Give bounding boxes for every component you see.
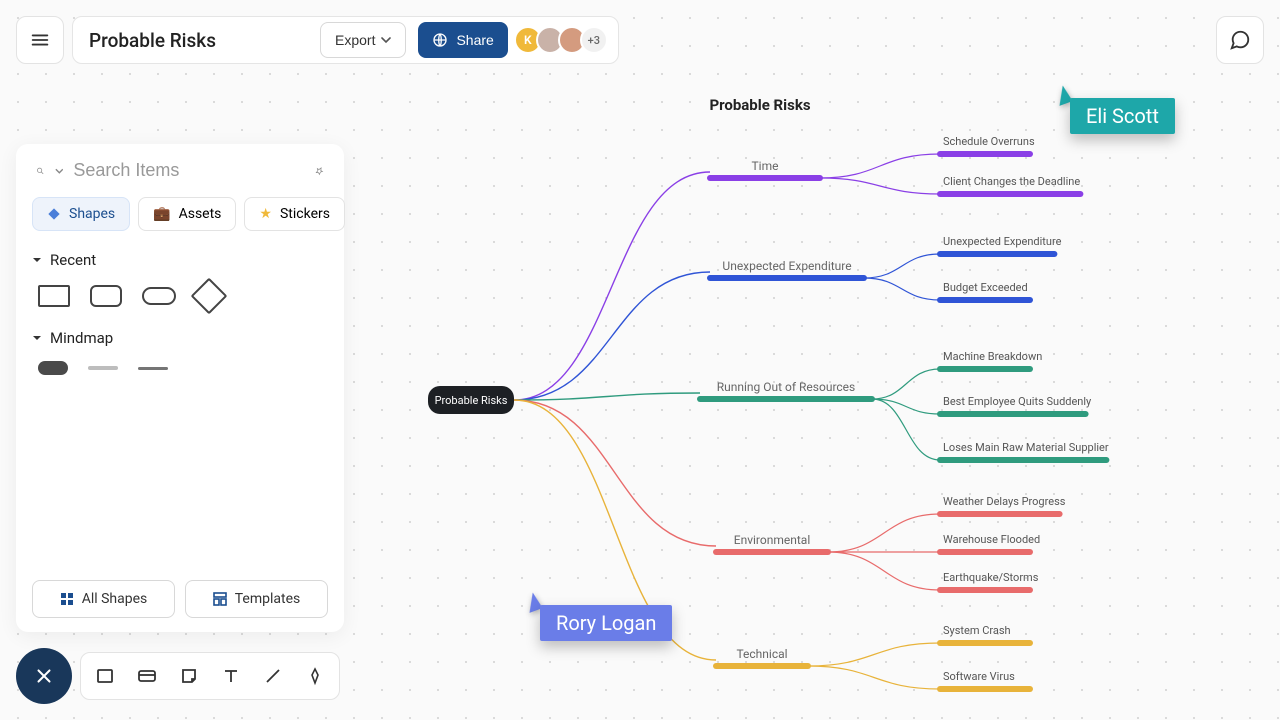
panel-tabs: Shapes 💼 Assets ★ Stickers [32,197,328,231]
share-button[interactable]: Share [418,22,507,58]
recent-shapes [32,283,328,309]
tool-sticky[interactable] [175,662,203,690]
tab-stickers[interactable]: ★ Stickers [244,197,345,231]
collapse-icon [32,255,42,265]
tool-pen[interactable] [301,662,329,690]
search-input[interactable] [73,160,305,181]
document-title[interactable]: Probable Risks [89,29,216,52]
tool-rectangle[interactable] [91,662,119,690]
main-menu-button[interactable] [16,16,64,64]
templates-button[interactable]: Templates [185,580,328,618]
svg-text:Client Changes the Deadline: Client Changes the Deadline [943,175,1080,188]
shape-rectangle[interactable] [38,285,70,307]
diamond-icon [47,207,61,221]
svg-text:Technical: Technical [736,647,787,661]
search-icon [36,162,45,180]
svg-text:Probable Risks: Probable Risks [709,96,810,114]
template-icon [213,592,227,606]
tool-line[interactable] [259,662,287,690]
pin-icon[interactable] [315,162,324,180]
close-panel-button[interactable] [16,648,72,704]
tab-shapes[interactable]: Shapes [32,197,130,231]
avatar-group[interactable]: K +3 [520,26,608,54]
svg-text:Running Out of Resources: Running Out of Resources [717,380,856,394]
section-mindmap[interactable]: Mindmap [32,329,328,347]
svg-text:Earthquake/Storms: Earthquake/Storms [943,571,1039,584]
tool-strip [80,652,340,700]
svg-text:Machine Breakdown: Machine Breakdown [943,350,1042,363]
svg-text:Environmental: Environmental [734,533,810,547]
share-label: Share [456,32,493,48]
chevron-down-icon[interactable] [55,162,64,180]
svg-text:Unexpected Expenditure: Unexpected Expenditure [722,259,851,273]
shape-rounded-rectangle[interactable] [90,285,122,307]
chat-icon [1229,29,1251,51]
svg-text:Budget Exceeded: Budget Exceeded [943,281,1028,294]
export-label: Export [335,32,375,48]
svg-text:Loses Main Raw Material Suppli: Loses Main Raw Material Supplier [943,441,1109,454]
export-button[interactable]: Export [320,22,406,58]
section-recent[interactable]: Recent [32,251,328,269]
svg-text:Software Virus: Software Virus [943,670,1015,683]
title-bar: Probable Risks Export Share K +3 [72,16,619,64]
mindmap-canvas[interactable]: Probable Risks Probable Risks Time Schedule… [360,80,1280,720]
tab-assets[interactable]: 💼 Assets [138,197,236,231]
chevron-down-icon [381,35,391,45]
star-icon: ★ [259,206,272,222]
shape-pill[interactable] [142,287,176,305]
briefcase-icon: 💼 [153,206,170,222]
svg-text:Unexpected Expenditure: Unexpected Expenditure [943,235,1062,248]
presence-badge: Rory Logan [540,605,672,641]
shape-diamond[interactable] [191,278,228,315]
comments-button[interactable] [1216,16,1264,64]
mindmap-line-shape[interactable] [138,367,168,370]
svg-text:Probable Risks: Probable Risks [435,394,508,407]
svg-text:Time: Time [752,159,779,173]
presence-badge: Eli Scott [1070,98,1175,134]
tool-card[interactable] [133,662,161,690]
svg-text:Weather Delays Progress: Weather Delays Progress [943,495,1066,508]
svg-text:Best Employee Quits Suddenly: Best Employee Quits Suddenly [943,395,1092,408]
avatar-more[interactable]: +3 [580,26,608,54]
svg-text:System Crash: System Crash [943,624,1011,637]
all-shapes-button[interactable]: All Shapes [32,580,175,618]
mindmap-branch-shape[interactable] [88,366,118,370]
mindmap-root-shape[interactable] [38,361,68,375]
svg-text:Schedule Overruns: Schedule Overruns [943,135,1035,148]
globe-icon [432,32,448,48]
tool-text[interactable] [217,662,245,690]
grid-icon [60,592,74,606]
svg-text:Warehouse Flooded: Warehouse Flooded [943,533,1040,546]
mindmap-shapes [32,361,328,375]
collapse-icon [32,333,42,343]
panel-search-row [32,156,328,191]
shapes-panel: Shapes 💼 Assets ★ Stickers Recent Mindma… [16,144,344,632]
